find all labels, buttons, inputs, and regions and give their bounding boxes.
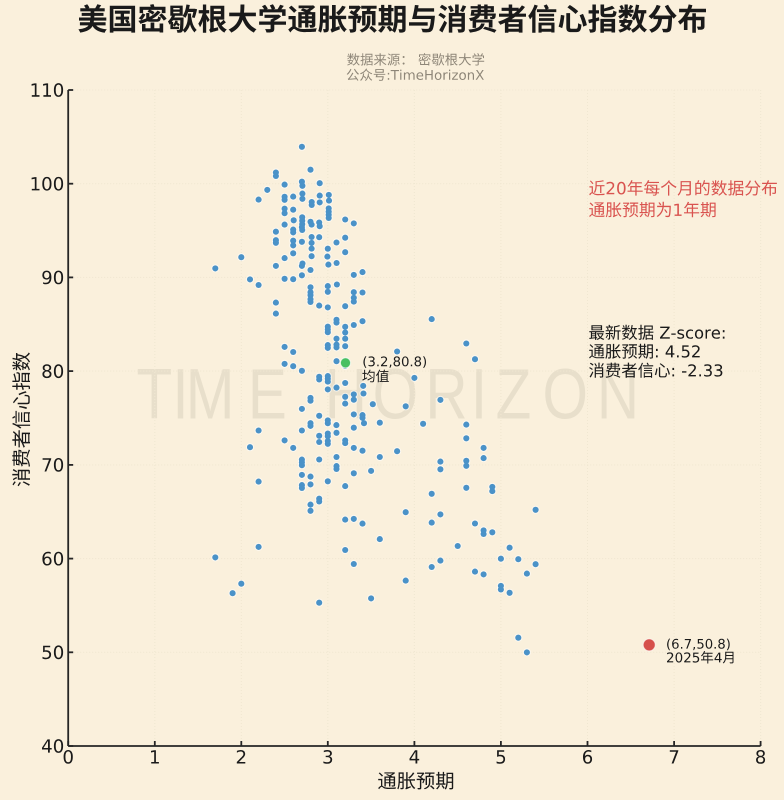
svg-text:O: O <box>542 354 587 434</box>
svg-text:I: I <box>172 354 188 434</box>
svg-text:M: M <box>186 354 235 434</box>
svg-text:I: I <box>471 354 487 434</box>
svg-text:R: R <box>425 354 467 434</box>
svg-text:E: E <box>248 354 287 434</box>
svg-text:Z: Z <box>496 354 532 434</box>
